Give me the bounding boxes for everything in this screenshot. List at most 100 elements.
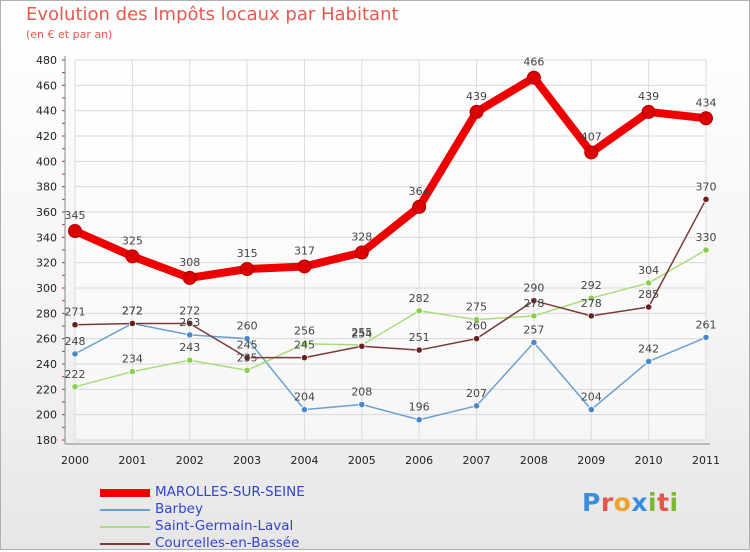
- brand-letter: r: [600, 488, 614, 517]
- y-tick-label: 400: [36, 155, 57, 168]
- data-label: 317: [294, 244, 315, 257]
- data-label: 290: [523, 282, 544, 295]
- data-label: 439: [466, 90, 487, 103]
- data-point: [412, 199, 427, 214]
- data-label: 282: [409, 292, 430, 305]
- data-point: [297, 259, 312, 274]
- data-point: [415, 346, 423, 354]
- y-tick-label: 200: [36, 409, 57, 422]
- data-point: [584, 145, 599, 160]
- data-point: [702, 333, 710, 341]
- data-point: [243, 366, 251, 374]
- data-point: [243, 354, 251, 362]
- data-point: [526, 70, 541, 85]
- data-point: [358, 342, 366, 350]
- data-point: [354, 245, 369, 260]
- data-point: [186, 356, 194, 364]
- brand-letter: P: [582, 488, 601, 517]
- x-tick-label: 2005: [348, 454, 376, 467]
- chart-subtitle: (en € et par an): [26, 28, 113, 41]
- data-point: [587, 405, 595, 414]
- brand-letter: i: [669, 488, 679, 517]
- data-label: 285: [638, 288, 659, 301]
- data-label: 248: [65, 335, 86, 348]
- data-point: [415, 416, 423, 424]
- y-tick-label: 220: [36, 383, 57, 396]
- data-point: [71, 350, 79, 358]
- data-label: 370: [696, 180, 717, 193]
- data-point: [472, 402, 481, 410]
- data-point: [469, 104, 484, 119]
- data-label: 315: [237, 247, 258, 260]
- grid: [74, 59, 707, 441]
- data-point: [243, 335, 251, 343]
- data-label: 235: [237, 351, 258, 364]
- data-label: 407: [581, 130, 602, 143]
- legend-label-saint-germain-laval: Saint-Germain-Laval: [155, 518, 294, 534]
- data-point: [68, 224, 82, 238]
- data-label: 204: [294, 391, 315, 404]
- x-tick-label: 2004: [290, 454, 318, 467]
- data-label: 243: [179, 341, 200, 354]
- x-tick-label: 2008: [520, 454, 548, 467]
- data-label: 196: [409, 401, 430, 414]
- data-label: 261: [696, 318, 717, 331]
- data-point: [702, 246, 710, 254]
- data-labels: 345 325 308 315 317 328 364 439 466 407 439 434 248 2…: [65, 56, 717, 414]
- data-point: [702, 195, 710, 203]
- data-label: 260: [237, 320, 258, 333]
- series-line: [74, 198, 707, 359]
- data-label: 364: [409, 185, 430, 198]
- y-tick-label: 360: [36, 206, 57, 219]
- data-label: 275: [466, 301, 487, 314]
- data-label: 272: [179, 304, 200, 317]
- legend-swatch-saint-germain-laval: [100, 526, 150, 528]
- data-point: [530, 297, 538, 305]
- legend-label-barbey: Barbey: [155, 501, 203, 517]
- series-lines: [68, 70, 713, 424]
- data-point: [300, 340, 309, 348]
- data-point: [240, 262, 255, 276]
- data-label: 272: [122, 304, 143, 317]
- data-point: [358, 400, 366, 409]
- data-point: [645, 303, 653, 311]
- y-tick-label: 320: [36, 257, 57, 270]
- data-label: 256: [294, 325, 315, 338]
- data-point: [472, 316, 481, 324]
- data-label: 308: [179, 256, 200, 269]
- data-label: 234: [122, 353, 143, 366]
- data-point: [71, 321, 79, 329]
- legend-swatch-marolles: [100, 489, 150, 497]
- x-tick-label: 2003: [233, 454, 261, 467]
- data-label: 272: [122, 304, 143, 317]
- data-label: 466: [523, 56, 544, 69]
- legend-swatch-courcelles: [100, 543, 150, 545]
- data-point: [71, 383, 79, 391]
- data-label: 242: [638, 342, 659, 355]
- data-label: 260: [466, 320, 487, 333]
- data-point: [472, 335, 481, 343]
- data-point: [125, 249, 140, 264]
- data-label: 345: [65, 209, 86, 222]
- data-point: [530, 312, 538, 320]
- brand-letter: i: [648, 488, 658, 517]
- data-label: 325: [122, 234, 143, 247]
- x-tick-label: 2010: [635, 454, 663, 467]
- data-point: [699, 111, 713, 126]
- data-label: 245: [237, 339, 258, 352]
- y-tick-label: 300: [36, 282, 57, 295]
- x-tick-label: 2007: [463, 454, 491, 467]
- data-label: 330: [696, 231, 717, 244]
- data-label: 439: [638, 90, 659, 103]
- series-line: [71, 73, 710, 282]
- data-label: 271: [65, 306, 86, 319]
- x-tick-label: 2000: [61, 454, 89, 467]
- legend-label-courcelles: Courcelles-en-Bassée: [155, 535, 300, 551]
- y-tick-label: 340: [36, 231, 57, 244]
- brand-letter: x: [631, 488, 648, 517]
- y-tick-label: 460: [36, 79, 57, 92]
- legend-label-marolles: MAROLLES-SUR-SEINE: [155, 484, 305, 500]
- series-line: [74, 249, 707, 388]
- data-label: 254: [351, 327, 372, 340]
- data-point: [186, 331, 194, 339]
